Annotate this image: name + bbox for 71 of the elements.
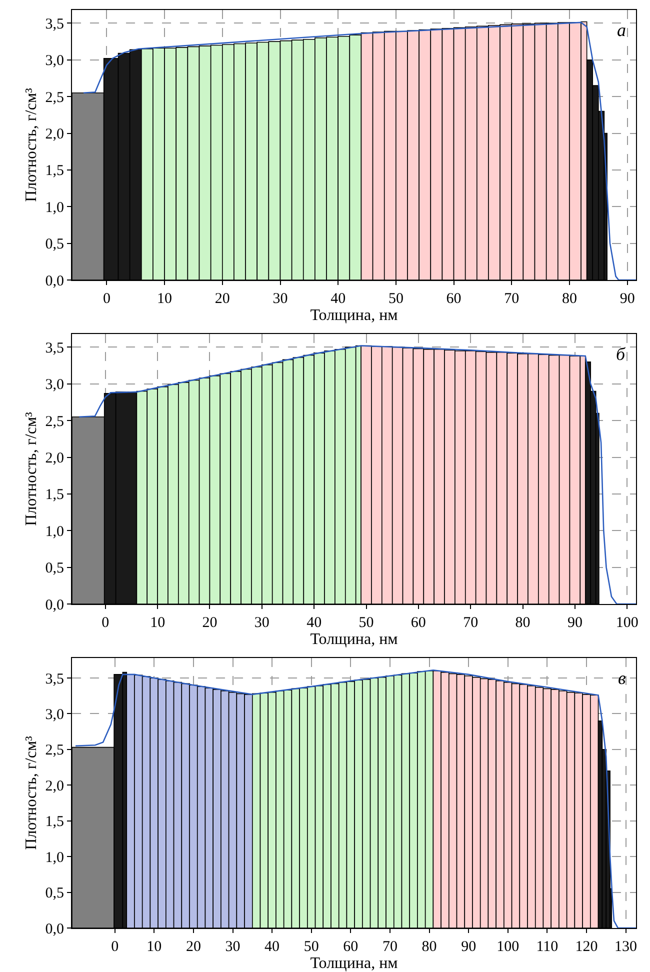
x-tick-label: 30 bbox=[254, 615, 270, 631]
y-tick-label: 3,0 bbox=[45, 377, 64, 394]
y-tick-label: 0,5 bbox=[45, 886, 64, 902]
x-tick-label: 80 bbox=[515, 615, 530, 631]
x-tick-label: 120 bbox=[575, 939, 598, 955]
x-tick-label: 10 bbox=[157, 291, 172, 307]
y-tick-label: 0,0 bbox=[45, 273, 64, 290]
y-tick-label: 2,5 bbox=[45, 414, 64, 430]
y-tick-label: 1,0 bbox=[45, 200, 64, 216]
x-tick-label: 70 bbox=[463, 615, 478, 631]
x-axis-title: Толщина, нм bbox=[310, 631, 398, 648]
x-axis-title: Толщина, нм bbox=[310, 307, 398, 324]
line-series bbox=[78, 345, 636, 604]
x-tick-label: 40 bbox=[330, 291, 346, 307]
x-tick-label: 20 bbox=[202, 615, 218, 631]
y-tick-label: 2,5 bbox=[45, 90, 64, 106]
x-tick-label: 10 bbox=[150, 615, 166, 631]
y-tick-label: 0,5 bbox=[45, 236, 64, 253]
line-series bbox=[82, 22, 636, 280]
x-tick-label: 70 bbox=[382, 939, 398, 955]
y-tick-label: 3,0 bbox=[45, 706, 64, 723]
x-tick-label: 40 bbox=[264, 939, 280, 955]
x-tick-label: 50 bbox=[304, 939, 319, 955]
x-tick-label: 0 bbox=[102, 615, 110, 631]
y-tick-label: 1,0 bbox=[45, 524, 64, 540]
annotation: а bbox=[617, 20, 626, 40]
x-tick-label: 60 bbox=[446, 291, 462, 307]
y-tick-label: 1,5 bbox=[45, 814, 64, 830]
y-tick-label: 1,5 bbox=[45, 163, 64, 180]
x-tick-label: 20 bbox=[186, 939, 201, 955]
x-tick-label: 0 bbox=[102, 291, 110, 307]
annotation: в bbox=[618, 668, 626, 688]
y-tick-label: 2,5 bbox=[45, 742, 64, 759]
line-series bbox=[74, 669, 636, 928]
y-tick-label: 3,0 bbox=[45, 53, 64, 70]
y-tick-label: 1,5 bbox=[45, 487, 64, 504]
x-tick-label: 40 bbox=[306, 615, 322, 631]
x-tick-label: 100 bbox=[616, 615, 638, 631]
y-axis-title: Плотность, г/см³ bbox=[23, 736, 40, 850]
x-tick-label: 50 bbox=[358, 615, 374, 631]
y-tick-label: 2,0 bbox=[45, 450, 64, 467]
x-tick-label: 30 bbox=[272, 291, 288, 307]
x-axis-title: Толщина, нм bbox=[310, 955, 398, 972]
y-tick-label: 1,0 bbox=[45, 850, 64, 866]
y-tick-label: 3,5 bbox=[45, 671, 64, 688]
y-tick-label: 0,5 bbox=[45, 560, 64, 577]
y-tick-label: 0,0 bbox=[45, 921, 64, 938]
x-tick-label: 80 bbox=[562, 291, 577, 307]
x-tick-label: 90 bbox=[461, 939, 476, 955]
x-tick-label: 20 bbox=[214, 291, 230, 307]
x-tick-label: 60 bbox=[410, 615, 426, 631]
x-tick-label: 130 bbox=[614, 939, 638, 955]
y-tick-label: 0,0 bbox=[45, 597, 64, 614]
y-axis-title: Плотность, г/см³ bbox=[23, 412, 40, 526]
y-tick-label: 2,0 bbox=[45, 778, 64, 794]
y-axis-title: Плотность, г/см³ bbox=[23, 88, 40, 202]
x-tick-label: 30 bbox=[225, 939, 240, 955]
annotation: б bbox=[616, 344, 626, 364]
x-tick-label: 10 bbox=[146, 939, 162, 955]
x-tick-label: 60 bbox=[343, 939, 358, 955]
x-tick-label: 0 bbox=[111, 939, 119, 955]
y-tick-label: 3,5 bbox=[45, 16, 64, 32]
x-tick-label: 110 bbox=[536, 939, 558, 955]
x-tick-label: 70 bbox=[504, 291, 520, 307]
x-tick-label: 90 bbox=[620, 291, 635, 307]
x-tick-label: 80 bbox=[422, 939, 437, 955]
y-tick-label: 3,5 bbox=[45, 340, 64, 356]
x-tick-label: 100 bbox=[496, 939, 520, 955]
y-tick-label: 2,0 bbox=[45, 126, 64, 143]
x-tick-label: 90 bbox=[567, 615, 582, 631]
x-tick-label: 50 bbox=[388, 291, 404, 307]
